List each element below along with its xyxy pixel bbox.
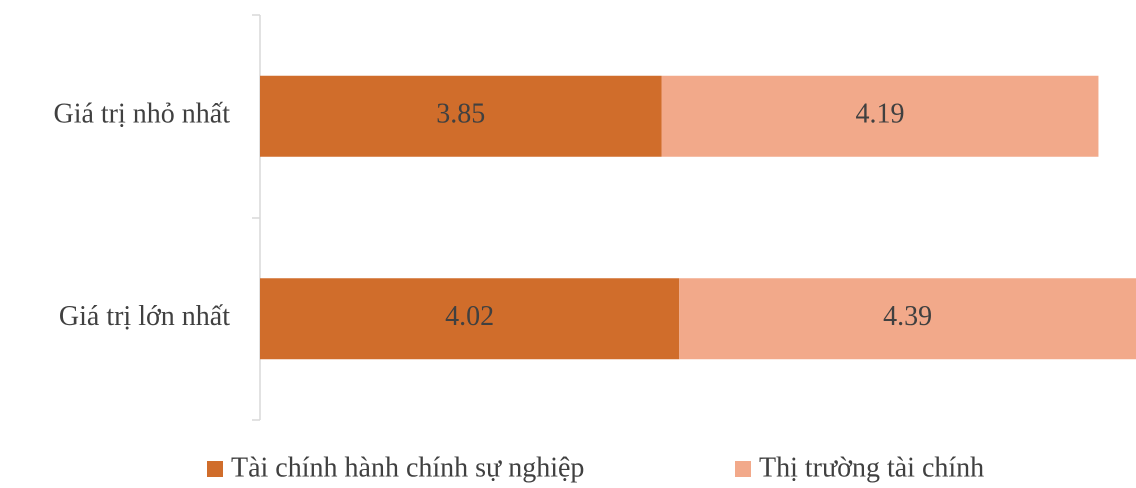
bar-segment — [260, 278, 680, 360]
legend-label: Tài chính hành chính sự nghiệp — [231, 452, 584, 483]
legend-swatch — [735, 461, 751, 477]
legend-swatch — [207, 461, 223, 477]
bar-segment — [260, 75, 662, 157]
data-label: 4.39 — [883, 301, 932, 332]
y-tick-label: Giá trị nhỏ nhất — [53, 99, 230, 130]
legend-label: Thị trường tài chính — [759, 452, 984, 483]
bar-segment — [661, 75, 1099, 157]
data-label: 4.19 — [855, 99, 904, 130]
y-tick-label: Giá trị lớn nhất — [59, 301, 230, 332]
bar-segment — [679, 278, 1136, 360]
data-label: 3.85 — [436, 99, 485, 130]
data-label: 4.02 — [445, 301, 494, 332]
